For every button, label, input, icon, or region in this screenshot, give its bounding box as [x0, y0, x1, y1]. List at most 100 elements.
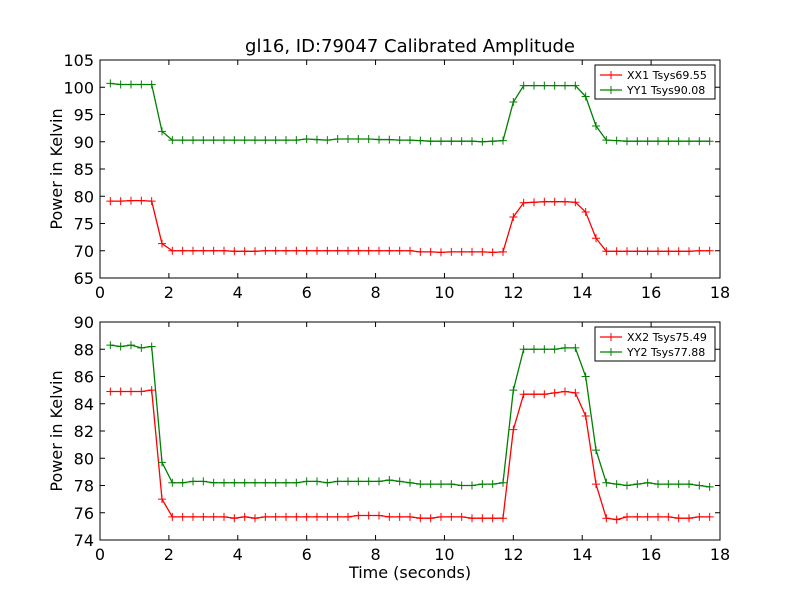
data-point	[344, 246, 352, 255]
data-point	[158, 495, 166, 504]
data-point	[251, 478, 259, 487]
data-point	[623, 512, 631, 521]
data-point	[664, 247, 673, 256]
data-point	[540, 197, 549, 206]
data-point	[333, 512, 342, 521]
data-point	[705, 246, 714, 255]
data-point	[261, 512, 270, 521]
data-point	[468, 247, 476, 256]
data-point	[416, 247, 425, 256]
data-point	[457, 247, 466, 256]
data-point	[127, 387, 135, 396]
data-point	[199, 246, 208, 255]
data-point	[695, 246, 704, 255]
data-point	[240, 512, 249, 521]
x-tick-label: 12	[503, 545, 523, 564]
data-point	[168, 246, 177, 255]
data-point	[540, 390, 549, 399]
data-point	[147, 197, 156, 206]
x-tick-label: 14	[572, 545, 592, 564]
legend-marker	[607, 86, 615, 94]
data-point	[313, 246, 321, 255]
data-point	[488, 137, 497, 146]
data-point	[416, 514, 425, 523]
data-point	[488, 248, 497, 257]
data-point	[220, 246, 228, 255]
data-point	[168, 136, 177, 145]
x-tick-label: 16	[641, 283, 661, 302]
data-point	[106, 79, 115, 88]
x-tick-label: 4	[233, 283, 243, 302]
data-point	[478, 514, 487, 523]
y-tick-label: 80	[74, 449, 94, 468]
data-point	[540, 81, 549, 90]
data-point	[685, 137, 693, 146]
data-point	[271, 246, 280, 255]
data-point	[447, 247, 456, 256]
data-point	[313, 135, 321, 144]
data-point	[612, 247, 621, 256]
data-point	[168, 512, 177, 521]
data-point	[364, 246, 373, 255]
data-point	[137, 343, 146, 352]
x-tick-label: 0	[95, 283, 105, 302]
data-point	[395, 136, 404, 145]
data-point	[302, 477, 311, 486]
data-point	[292, 512, 301, 521]
data-point	[550, 81, 559, 90]
data-point	[499, 478, 507, 487]
y-tick-label: 86	[74, 368, 94, 387]
y-tick-label: 82	[74, 422, 94, 441]
data-point	[643, 478, 652, 487]
data-point	[602, 514, 611, 523]
data-point	[158, 458, 166, 467]
y-tick-label: 90	[74, 133, 94, 152]
y-axis-label: Power in Kelvin	[47, 108, 66, 229]
data-point	[282, 246, 290, 255]
data-point	[437, 137, 445, 146]
data-point	[106, 197, 115, 206]
data-point	[509, 97, 518, 106]
data-point	[633, 247, 642, 256]
data-point	[395, 246, 404, 255]
data-point	[344, 477, 352, 486]
data-point	[426, 514, 435, 523]
data-point	[457, 137, 466, 146]
x-tick-label: 18	[710, 283, 730, 302]
data-point	[158, 239, 166, 248]
data-point	[478, 480, 487, 489]
y-tick-label: 88	[74, 340, 94, 359]
data-point	[313, 477, 321, 486]
legend-marker	[607, 348, 615, 356]
data-point	[406, 478, 414, 487]
data-point	[499, 247, 507, 256]
legend: XX1 Tsys69.55 YY1 Tsys90.08	[594, 64, 716, 100]
data-point	[685, 480, 693, 489]
data-point	[323, 478, 332, 487]
data-point	[457, 512, 466, 521]
data-point	[302, 512, 311, 521]
data-point	[592, 121, 600, 130]
data-point	[333, 477, 342, 486]
data-point	[499, 136, 507, 145]
data-point	[468, 514, 476, 523]
data-point	[116, 387, 125, 396]
x-tick-label: 18	[710, 545, 730, 564]
data-point	[323, 136, 332, 145]
data-point	[178, 512, 187, 521]
data-point	[478, 137, 487, 146]
legend-label: XX1 Tsys69.55	[627, 69, 707, 82]
data-point	[509, 212, 518, 221]
data-point	[137, 80, 146, 89]
data-point	[664, 480, 673, 489]
data-point	[302, 135, 311, 144]
data-point	[530, 81, 538, 90]
data-point	[488, 514, 497, 523]
data-point	[592, 446, 600, 455]
data-point	[137, 196, 146, 205]
data-point	[581, 208, 590, 217]
x-tick-label: 10	[434, 545, 454, 564]
data-point	[251, 136, 259, 145]
data-point	[344, 512, 352, 521]
data-point	[406, 136, 414, 145]
